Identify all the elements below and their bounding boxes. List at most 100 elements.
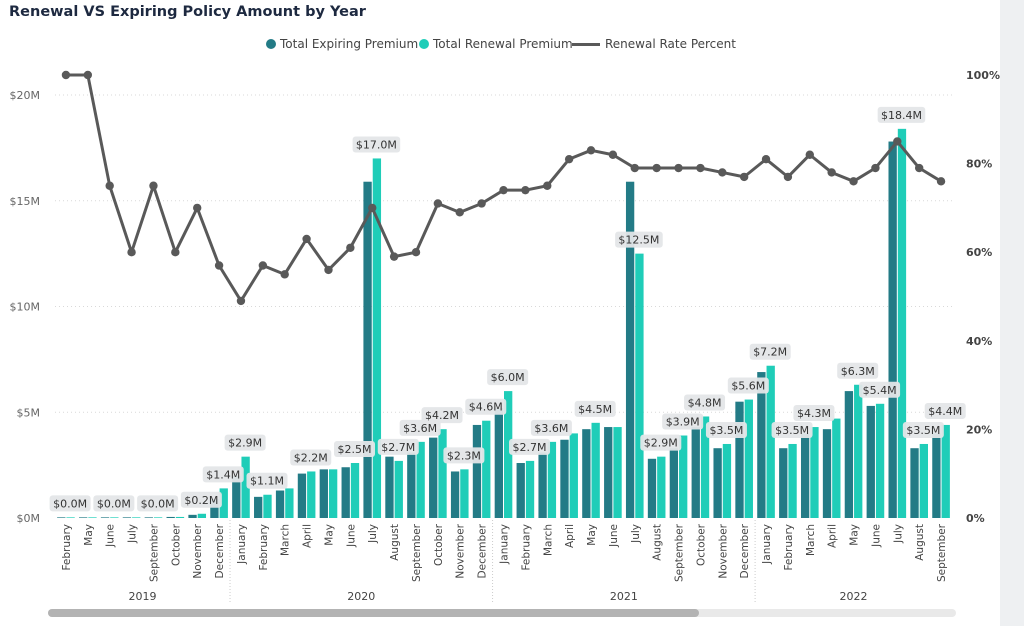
bar-expiring xyxy=(779,448,788,518)
data-label-bg xyxy=(224,434,266,451)
bar-renewal xyxy=(175,516,185,518)
bar-renewal xyxy=(197,513,207,518)
x-tick-label: October xyxy=(170,523,182,566)
bar-renewal xyxy=(372,158,382,518)
year-label: 2019 xyxy=(129,590,157,603)
legend-label-renewal: Total Renewal Premium xyxy=(433,37,573,51)
x-tick-label: November xyxy=(717,523,729,578)
rate-point xyxy=(564,154,574,164)
x-tick-label: July xyxy=(630,524,642,544)
data-label-bg xyxy=(202,466,244,483)
rate-point xyxy=(368,203,377,213)
bar-expiring xyxy=(57,517,66,518)
data-label: $3.5M xyxy=(709,424,743,437)
bar-expiring xyxy=(341,467,350,518)
legend-item-expiring[interactable]: Total Expiring Premium xyxy=(266,37,418,51)
rate-point xyxy=(455,208,464,217)
bar-expiring xyxy=(210,498,219,518)
y-right-tick-label: 0% xyxy=(966,512,985,525)
bar-expiring xyxy=(866,405,875,518)
x-tick-label: September xyxy=(936,523,948,582)
x-tick-label: December xyxy=(477,523,489,578)
bar-expiring xyxy=(319,469,328,518)
bar-renewal xyxy=(569,433,578,518)
data-label: $4.4M xyxy=(928,405,962,418)
bar-expiring xyxy=(472,424,482,518)
bar-expiring xyxy=(166,516,175,518)
x-tick-label: January xyxy=(761,524,773,565)
bar-renewal xyxy=(832,418,841,518)
data-label: $2.5M xyxy=(338,443,372,456)
data-label: $17.0M xyxy=(356,138,397,151)
y-right-tick-label: 100% xyxy=(966,69,1000,82)
data-label-bg xyxy=(421,407,463,424)
x-tick-label: May xyxy=(83,524,95,546)
rate-point xyxy=(477,199,486,208)
data-label: $5.4M xyxy=(863,384,897,397)
data-label: $0.2M xyxy=(184,494,218,507)
rate-point xyxy=(805,150,814,159)
data-label-bg xyxy=(574,400,616,417)
x-tick-label: March xyxy=(280,524,292,556)
data-label-bg xyxy=(837,362,879,379)
y-left-tick-label: $5M xyxy=(17,406,41,419)
bar-renewal xyxy=(438,429,447,518)
bar-expiring xyxy=(407,452,416,518)
data-label-bg xyxy=(684,394,726,411)
bar-renewal xyxy=(854,384,863,518)
data-label: $1.1M xyxy=(250,475,284,488)
legend-item-renewal[interactable]: Total Renewal Premium xyxy=(419,37,573,51)
rate-point xyxy=(674,163,683,173)
x-tick-label: June xyxy=(345,524,357,548)
data-label-bg xyxy=(771,421,813,438)
scrollbar-thumb[interactable] xyxy=(48,609,699,617)
data-label: $3.6M xyxy=(534,422,568,435)
bar-expiring xyxy=(582,429,591,518)
x-tick-label: January xyxy=(499,524,511,565)
rate-point xyxy=(914,163,924,173)
bar-renewal xyxy=(919,443,928,518)
bar-renewal xyxy=(132,517,141,518)
bar-expiring xyxy=(254,496,263,518)
data-label-bg xyxy=(640,434,682,451)
bar-expiring xyxy=(297,473,307,518)
legend-dot-renewal-icon xyxy=(419,39,429,49)
data-label: $2.7M xyxy=(381,441,415,454)
x-tick-label: February xyxy=(61,524,73,571)
bar-expiring xyxy=(800,433,810,518)
bar-renewal xyxy=(328,469,338,518)
x-tick-label: February xyxy=(258,524,270,571)
bar-renewal xyxy=(875,403,885,518)
bar-expiring xyxy=(144,517,153,518)
data-label-bg xyxy=(487,369,529,386)
data-label: $2.3M xyxy=(447,449,481,462)
bar-expiring xyxy=(429,437,438,518)
x-tick-label: September xyxy=(148,523,160,582)
data-label: $3.6M xyxy=(403,422,437,435)
bar-renewal xyxy=(504,391,513,518)
bar-renewal xyxy=(591,422,600,518)
bar-renewal xyxy=(66,517,75,518)
bar-renewal xyxy=(241,456,250,518)
bar-renewal xyxy=(700,416,710,518)
horizontal-scrollbar[interactable] xyxy=(48,609,956,617)
bar-renewal xyxy=(897,128,907,518)
data-label-bg xyxy=(246,472,288,489)
data-label: $4.8M xyxy=(688,396,722,409)
x-tick-label: April xyxy=(827,524,839,548)
data-label-bg xyxy=(137,495,179,512)
rate-point xyxy=(827,168,836,177)
bar-renewal xyxy=(285,488,294,518)
x-tick-label: June xyxy=(870,524,882,548)
x-tick-label: March xyxy=(805,524,817,556)
x-tick-label: December xyxy=(739,523,751,578)
y-left-tick-label: $10M xyxy=(10,301,41,314)
data-label-bg xyxy=(530,419,572,436)
data-label-bg xyxy=(180,491,222,508)
data-label: $4.5M xyxy=(578,403,612,416)
legend-item-rate[interactable]: Renewal Rate Percent xyxy=(572,37,736,51)
x-tick-label: April xyxy=(302,524,314,548)
data-label: $2.9M xyxy=(228,437,262,450)
rate-point xyxy=(324,265,333,275)
data-label-bg xyxy=(399,419,441,436)
